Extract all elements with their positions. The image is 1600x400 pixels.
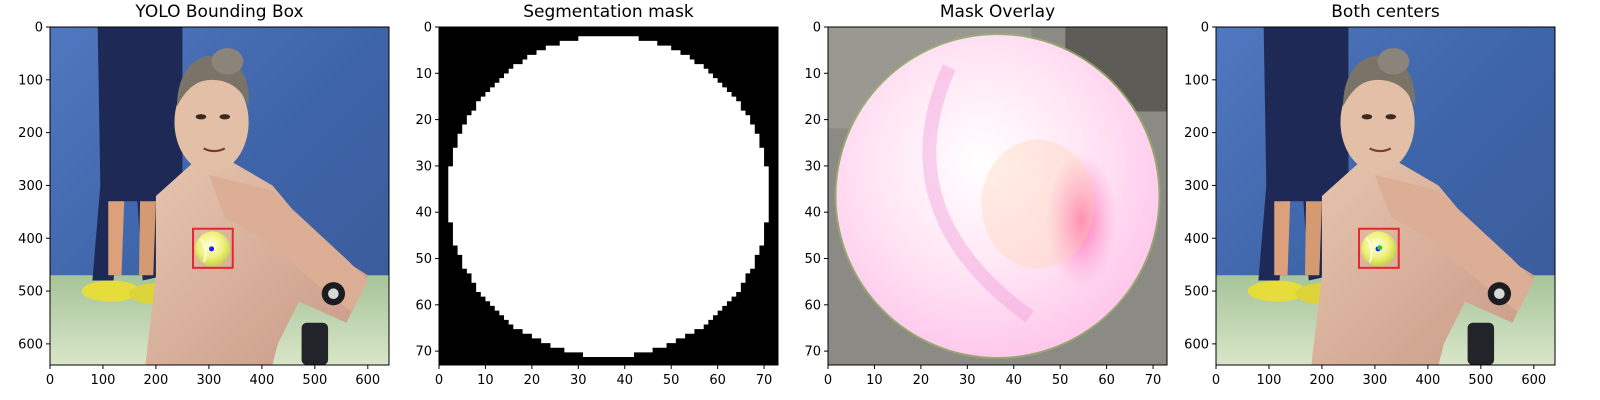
x-tick-label: 300 [1362,373,1387,388]
y-tick-label: 600 [18,337,43,352]
bounding-box [1358,227,1400,269]
y-tick-label: 10 [415,67,432,82]
y-tick-label: 70 [415,345,432,360]
panel-title: Mask Overlay [940,2,1055,22]
y-tick-label: 200 [1184,126,1209,141]
x-tick-label: 20 [913,373,930,388]
x-tick-label: 500 [302,373,327,388]
x-tick-label: 600 [355,373,380,388]
y-tick-label: 0 [1201,21,1209,36]
x-tick-label: 0 [435,373,443,388]
panel-centers: Both centers 0 100 200 300 400 500 600 0 100 200 30… [1184,2,1556,388]
panel-image [1216,27,1555,365]
y-tick-label: 70 [804,345,821,360]
y-tick-label: 50 [415,252,432,267]
y-tick-label: 500 [1184,285,1209,300]
x-tick-label: 50 [663,373,680,388]
y-tick-label: 60 [415,298,432,313]
y-tick-label: 100 [18,73,43,88]
x-tick-label: 10 [477,373,494,388]
x-tick-label: 40 [1005,373,1022,388]
x-tick-label: 10 [866,373,883,388]
panel-image [439,27,778,365]
x-tick-label: 400 [1415,373,1440,388]
x-tick-label: 20 [524,373,541,388]
x-tick-label: 100 [91,373,116,388]
y-tick-label: 100 [1184,73,1209,88]
y-tick-label: 600 [1184,337,1209,352]
y-tick-label: 500 [18,285,43,300]
y-tick-label: 0 [813,21,821,36]
y-tick-label: 10 [804,67,821,82]
x-tick-label: 60 [1098,373,1115,388]
x-tick-label: 300 [196,373,221,388]
center-marker-0 [209,246,215,252]
y-tick-label: 40 [804,206,821,221]
x-tick-label: 200 [144,373,169,388]
y-tick-label: 20 [804,113,821,128]
x-tick-label: 70 [1145,373,1162,388]
y-tick-label: 400 [1184,232,1209,247]
axes-frame [827,26,1168,366]
y-tick-label: 0 [424,21,432,36]
x-tick-label: 0 [1212,373,1220,388]
x-tick-label: 200 [1310,373,1335,388]
axes-frame [1215,26,1556,366]
y-tick-label: 400 [18,232,43,247]
panel-image [828,27,1167,365]
x-tick-label: 50 [1052,373,1069,388]
panel-title: Both centers [1331,2,1440,22]
y-tick-label: 20 [415,113,432,128]
mask-region [448,36,769,358]
bounding-box [192,227,234,269]
x-tick-label: 60 [709,373,726,388]
y-tick-label: 300 [1184,179,1209,194]
axes-frame [49,26,390,366]
x-tick-label: 500 [1468,373,1493,388]
center-marker-1 [1377,245,1383,251]
x-tick-label: 100 [1257,373,1282,388]
x-tick-label: 30 [570,373,587,388]
y-tick-label: 50 [804,252,821,267]
x-tick-label: 400 [249,373,274,388]
x-tick-label: 0 [46,373,54,388]
y-tick-label: 0 [35,21,43,36]
y-tick-label: 30 [804,159,821,174]
y-tick-label: 60 [804,298,821,313]
y-tick-label: 40 [415,206,432,221]
x-tick-label: 40 [616,373,633,388]
y-tick-label: 300 [18,179,43,194]
y-tick-label: 200 [18,126,43,141]
x-tick-label: 70 [756,373,773,388]
y-tick-label: 30 [415,159,432,174]
x-tick-label: 30 [959,373,976,388]
panel-title: YOLO Bounding Box [134,2,303,22]
panel-yolo: YOLO Bounding Box 0 100 200 300 400 500 600 0 100… [18,2,390,388]
x-tick-label: 0 [824,373,832,388]
panel-image [50,27,389,365]
x-tick-label: 600 [1521,373,1546,388]
axes-frame [438,26,779,366]
panel-title: Segmentation mask [523,2,694,22]
